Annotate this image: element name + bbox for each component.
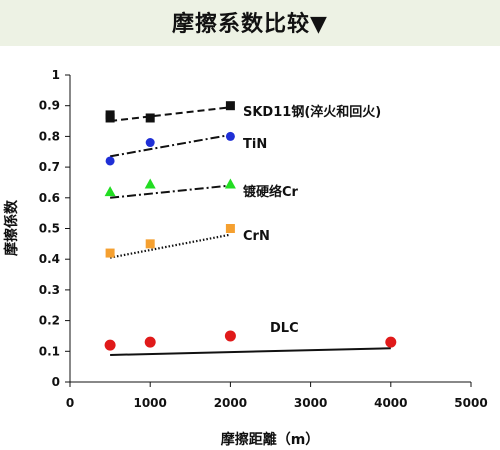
trend-line (110, 347, 391, 356)
y-tick-label: 0.9 (39, 99, 60, 113)
trend-line (109, 106, 231, 123)
x-tick-label: 5000 (454, 396, 487, 410)
chart-title: 摩擦系数比较▼ (172, 12, 328, 37)
title-band (0, 0, 500, 46)
y-tick-label: 0.1 (39, 344, 60, 358)
data-point (104, 186, 116, 197)
trend-line (109, 233, 231, 259)
trend-line (109, 133, 231, 158)
data-point (225, 101, 235, 111)
series-label: DLC (270, 321, 299, 336)
data-point (144, 178, 156, 189)
data-point (105, 248, 115, 258)
data-point (225, 131, 235, 141)
data-point (105, 156, 115, 166)
data-point (225, 224, 235, 233)
y-tick-label: 0.6 (39, 191, 60, 205)
axes: 0 0.1 0.2 0.3 0.4 0.5 0.6 0.7 0.8 0.9 1 0 1000 2000 30… (39, 68, 488, 410)
data-point (145, 138, 155, 148)
x-tick-label: 0 (66, 396, 74, 410)
y-tick-label: 0.7 (39, 160, 60, 174)
data-point (145, 113, 155, 123)
x-tick-label: 4000 (374, 396, 407, 410)
data-point (104, 339, 116, 351)
x-tick-label: 1000 (133, 396, 166, 410)
trend-line (109, 184, 231, 199)
series-labels: SKD11钢(淬火和回火) TiN 镀硬络Cr CrN DLC (243, 104, 381, 336)
y-tick-label: 0.2 (39, 314, 60, 328)
data-point (105, 113, 115, 123)
series-label: 镀硬络Cr (243, 184, 299, 200)
y-tick-label: 1 (52, 68, 60, 82)
y-tick-label: 0 (52, 375, 60, 389)
data-point (145, 239, 155, 249)
x-tick-label: 2000 (214, 396, 247, 410)
x-tick-label: 3000 (294, 396, 327, 410)
y-tick-label: 0.5 (39, 222, 60, 236)
data-point (385, 336, 397, 348)
x-axis-label: 摩擦距離（m） (221, 431, 320, 448)
series-label: TiN (243, 137, 267, 152)
y-tick-label: 0.8 (39, 129, 60, 143)
y-tick-label: 0.3 (39, 283, 60, 297)
series-label: CrN (243, 229, 270, 244)
data-point (224, 178, 236, 189)
data-points (104, 101, 397, 351)
y-axis-label: 摩擦係数 (3, 199, 20, 256)
data-point (144, 336, 156, 348)
y-tick-label: 0.4 (39, 252, 60, 266)
trend-lines (109, 106, 391, 356)
data-point (224, 330, 236, 342)
series-label: SKD11钢(淬火和回火) (243, 104, 381, 120)
